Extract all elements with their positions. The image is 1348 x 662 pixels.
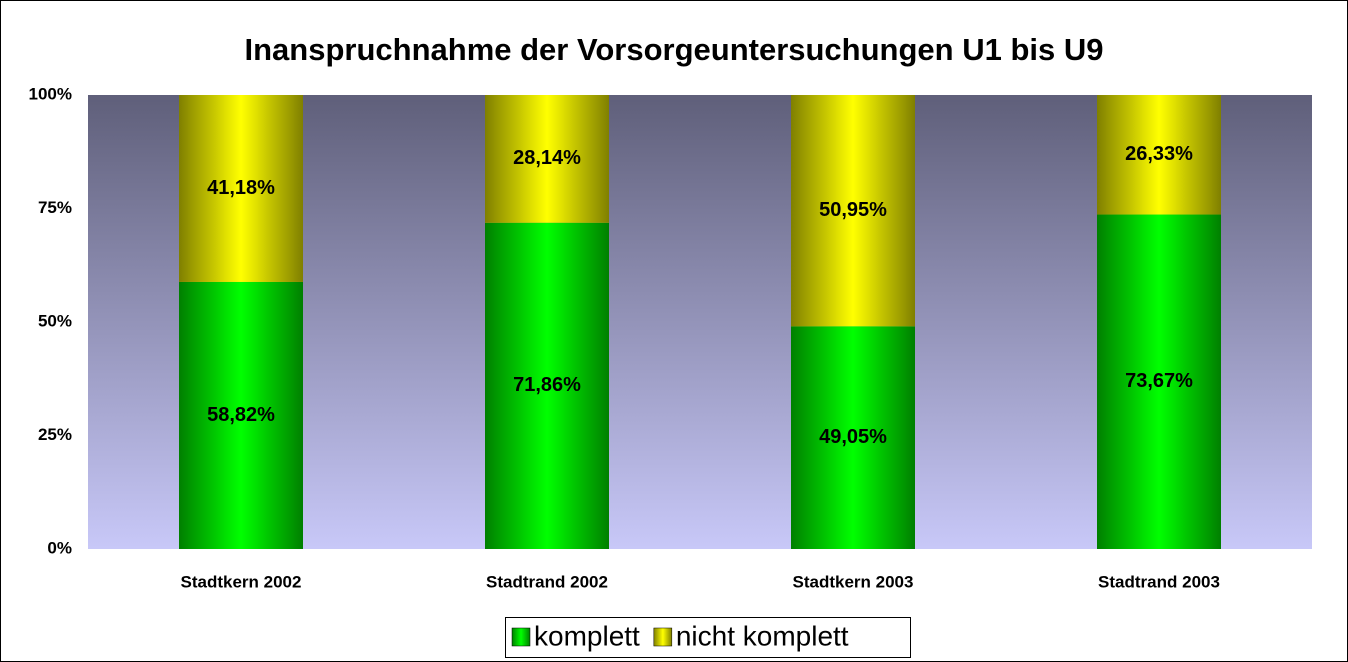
bar-shade xyxy=(791,326,915,549)
x-tick-label: Stadtrand 2003 xyxy=(1098,572,1220,591)
data-label: 50,95% xyxy=(819,199,887,221)
bar-shade xyxy=(1097,214,1221,549)
bar-shade xyxy=(1097,95,1221,215)
legend-box xyxy=(505,617,911,658)
y-tick-label: 50% xyxy=(38,311,72,330)
data-label: 28,14% xyxy=(513,147,581,169)
legend-swatch-shade xyxy=(653,628,672,646)
bar-shade xyxy=(791,95,915,327)
bar-shade xyxy=(485,95,609,223)
legend-swatch-shade xyxy=(512,628,530,646)
data-label: 26,33% xyxy=(1125,143,1193,165)
bar-shade xyxy=(485,222,609,549)
data-label: 71,86% xyxy=(513,374,581,396)
data-label: 41,18% xyxy=(207,177,275,199)
data-label: 49,05% xyxy=(819,426,887,448)
y-tick-label: 0% xyxy=(47,538,72,557)
x-tick-label: Stadtrand 2002 xyxy=(486,572,608,591)
y-tick-label: 25% xyxy=(38,425,72,444)
chart-title: Inanspruchnahme der Vorsorgeuntersuchung… xyxy=(245,32,1104,67)
bar-shade xyxy=(179,95,303,282)
y-tick-label: 100% xyxy=(29,84,72,103)
bar-shade xyxy=(179,281,303,549)
data-label: 58,82% xyxy=(207,404,275,426)
legend-label: nicht komplett xyxy=(676,620,849,651)
x-tick-label: Stadtkern 2002 xyxy=(181,572,302,591)
y-tick-label: 75% xyxy=(38,198,72,217)
x-tick-label: Stadtkern 2003 xyxy=(793,572,914,591)
legend-label: komplett xyxy=(534,620,640,651)
data-label: 73,67% xyxy=(1125,370,1193,392)
